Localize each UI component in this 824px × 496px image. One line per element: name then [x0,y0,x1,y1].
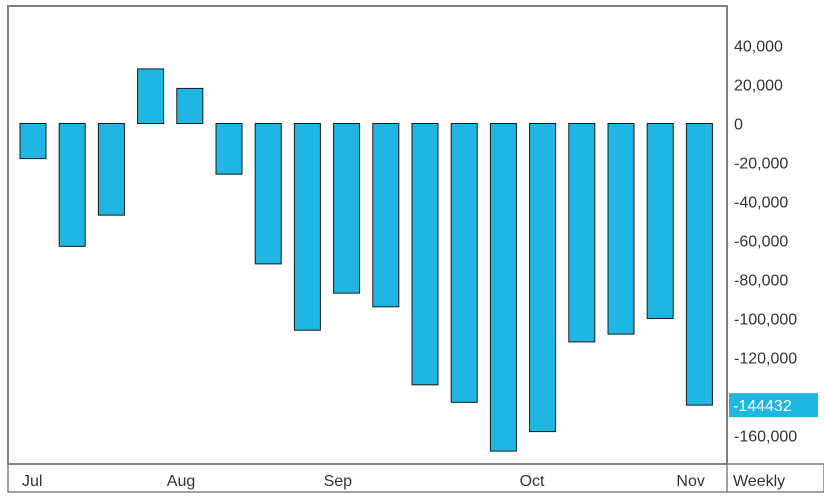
bar-11 [450,123,478,403]
y-tick-label: -20,000 [734,156,788,173]
bottom-frame [7,463,824,493]
bar-14 [568,123,596,343]
x-month-label: Aug [167,473,195,490]
plot-frame [7,5,728,465]
y-tick-label: -120,000 [734,351,797,368]
bar-13 [529,123,557,433]
x-month-label: Jul [22,473,42,490]
bar-6 [254,123,282,265]
bar-7 [293,123,321,331]
bar-0 [19,123,47,160]
bar-10 [411,123,439,386]
x-month-label: Oct [520,473,545,490]
y-tick-label: -100,000 [734,312,797,329]
last-value-box [729,393,818,418]
bar-1 [58,123,86,247]
bar-8 [333,123,361,294]
bar-17 [685,123,713,406]
y-axis: 40,000 20,000 0 -20,000 -40,000 -60,000 -80,00… [729,39,818,446]
bar-15 [607,123,635,335]
last-value-label: -144432 [733,398,792,415]
y-tick-label: 0 [734,117,743,134]
bar-3 [137,68,165,124]
bar-2 [97,123,125,216]
bar-12 [489,123,517,452]
x-month-label: Nov [676,473,704,490]
y-tick-label: -60,000 [734,234,788,251]
bar-16 [646,123,674,319]
frequency-label: Weekly [733,473,785,490]
x-month-label: Sep [324,473,353,490]
bar-9 [372,123,400,308]
x-axis: Jul Aug Sep Oct Nov [22,473,705,490]
bar-4 [176,87,204,124]
y-tick-label: 20,000 [734,78,783,95]
y-tick-label: -80,000 [734,273,788,290]
y-tick-label: -160,000 [734,429,797,446]
bars-group [19,68,713,452]
y-tick-label: -40,000 [734,195,788,212]
y-tick-label: 40,000 [734,39,783,56]
bar-5 [215,123,243,175]
